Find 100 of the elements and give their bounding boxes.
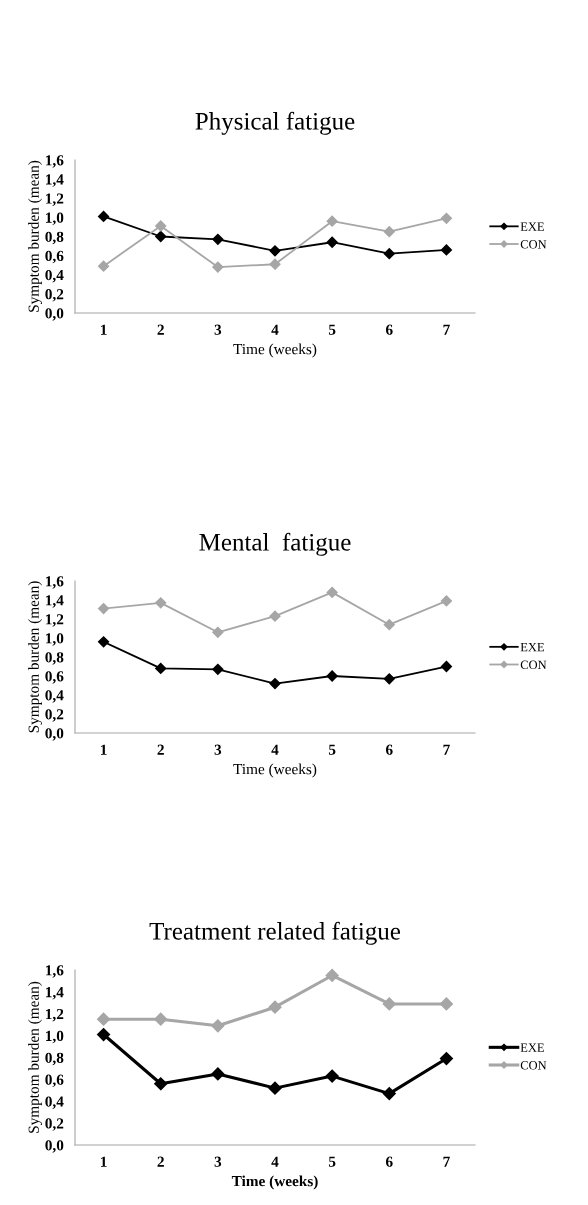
y-tick-label: 0,0 — [45, 308, 64, 321]
x-tick-label: 3 — [214, 324, 222, 335]
point — [383, 248, 395, 260]
y-tick-label: 1,0 — [46, 633, 64, 646]
y-tick-label: 0,6 — [45, 250, 64, 264]
x-tick-label: 1 — [100, 744, 107, 755]
point — [383, 619, 395, 631]
point — [155, 230, 167, 243]
chart-title: Physical fatigue — [195, 111, 355, 135]
point — [269, 258, 281, 270]
point — [269, 610, 281, 622]
point — [382, 997, 396, 1011]
point — [155, 597, 167, 609]
legend-label: EXE — [520, 222, 544, 231]
legend-label: EXE — [520, 643, 544, 652]
x-tick-label: 4 — [271, 1156, 279, 1167]
y-tick-label: 0,8 — [45, 231, 64, 245]
x-tick-label: 5 — [328, 324, 336, 335]
point — [326, 236, 338, 248]
point — [382, 1087, 396, 1101]
y-tick-label: 0,4 — [45, 1096, 64, 1109]
y-tick-label: 1,0 — [46, 1030, 64, 1044]
point — [97, 260, 110, 272]
x-tick-label: 7 — [443, 744, 450, 755]
point — [325, 1069, 339, 1083]
x-axis-title: Time (weeks) — [233, 343, 317, 358]
y-tick-label: 1,6 — [46, 155, 64, 168]
point — [383, 673, 395, 685]
x-tick-label: 7 — [443, 324, 450, 335]
point — [97, 636, 110, 648]
point — [439, 997, 454, 1011]
y-tick-label: 1,6 — [46, 965, 64, 978]
point — [326, 215, 338, 227]
y-tick-label: 1,4 — [46, 987, 64, 1000]
y-tick-label: 0,0 — [45, 1140, 64, 1153]
x-tick-label: 1 — [100, 1156, 107, 1167]
y-tick-label: 1,6 — [46, 576, 64, 589]
x-tick-label: 4 — [271, 744, 279, 755]
point — [154, 1077, 168, 1091]
y-tick-label: 0,8 — [45, 652, 64, 665]
x-tick-label: 3 — [214, 1156, 222, 1167]
point — [154, 1012, 168, 1026]
x-tick-label: 6 — [385, 744, 393, 755]
chart-title: Treatment related fatigue — [149, 921, 401, 945]
y-tick-label: 1,2 — [46, 1008, 64, 1022]
y-tick-label: 0,4 — [45, 690, 64, 703]
point — [383, 226, 395, 238]
legend-label: EXE — [520, 1043, 544, 1052]
x-tick-label: 2 — [157, 1156, 164, 1167]
y-tick-label: 1,4 — [46, 595, 64, 608]
y-tick-label: 1,2 — [46, 614, 64, 627]
y-tick-label: 0,2 — [45, 289, 64, 302]
y-tick-label: 0,6 — [45, 671, 64, 684]
point — [326, 586, 338, 599]
legend-label: CON — [520, 660, 547, 669]
y-tick-label: 1,0 — [46, 212, 64, 226]
x-tick-label: 3 — [214, 744, 222, 755]
x-axis-title: Time (weeks) — [233, 763, 317, 778]
x-tick-label: 1 — [100, 324, 107, 335]
point — [269, 245, 281, 257]
point — [96, 1027, 111, 1042]
point — [440, 595, 453, 607]
y-tick-label: 1,2 — [46, 193, 64, 206]
point — [439, 1052, 454, 1066]
y-tick-label: 0,4 — [45, 269, 64, 283]
point — [268, 1000, 282, 1014]
point — [97, 210, 110, 223]
point — [211, 1019, 225, 1033]
x-tick-label: 4 — [271, 324, 279, 335]
y-tick-label: 0,0 — [45, 728, 64, 741]
x-tick-label: 7 — [443, 1156, 450, 1167]
point — [212, 663, 224, 675]
point — [155, 662, 167, 675]
point — [325, 968, 339, 983]
y-tick-label: 0,6 — [45, 1074, 64, 1088]
x-tick-label: 2 — [157, 744, 164, 755]
point — [440, 660, 453, 673]
y-tick-label: 0,2 — [45, 709, 64, 722]
point — [269, 677, 281, 690]
x-tick-label: 6 — [385, 1156, 393, 1167]
point — [96, 1012, 111, 1026]
point — [440, 244, 453, 256]
x-tick-label: 5 — [328, 744, 336, 755]
chart-title: Mental fatigue — [199, 532, 351, 556]
y-axis-title: Symptom burden (mean) — [28, 981, 43, 1133]
point — [155, 220, 167, 232]
x-tick-label: 6 — [385, 324, 393, 335]
point — [212, 261, 224, 273]
y-axis-title: Symptom burden (mean) — [28, 160, 43, 312]
point — [212, 626, 224, 638]
x-tick-label: 2 — [157, 324, 164, 335]
legend-label: CON — [520, 240, 547, 249]
y-axis-title: Symptom burden (mean) — [28, 581, 43, 733]
point — [440, 212, 453, 224]
x-tick-label: 5 — [328, 1156, 336, 1167]
point — [326, 670, 338, 682]
y-tick-label: 1,4 — [46, 174, 64, 187]
point — [212, 233, 224, 245]
legend-label: CON — [520, 1061, 547, 1070]
y-tick-label: 0,2 — [45, 1118, 64, 1131]
